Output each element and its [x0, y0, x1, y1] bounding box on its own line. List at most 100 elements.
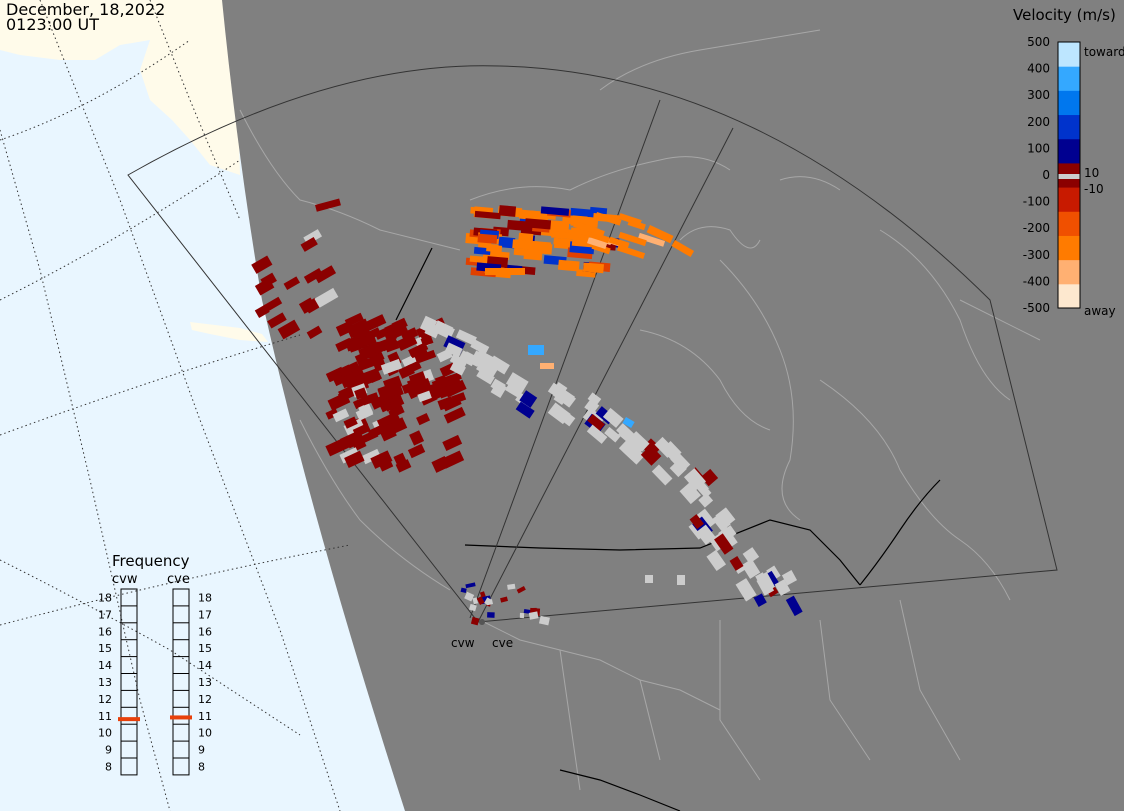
scatter-cell — [474, 210, 501, 220]
scatter-cell — [528, 345, 544, 355]
scatter-cell — [524, 218, 552, 230]
scatter-cell — [355, 405, 374, 421]
frequency-level-label-left: 14 — [98, 659, 112, 672]
scatter-cell — [449, 353, 468, 369]
scatter-cell — [735, 578, 757, 602]
scatter-cell — [714, 533, 734, 555]
frequency-level-label-right: 18 — [198, 591, 212, 604]
radar-label-cve: cve — [492, 636, 513, 650]
scatter-cell — [393, 452, 407, 465]
scatter-cell — [345, 335, 369, 352]
scatter-cell — [437, 382, 460, 399]
scatter-cell — [729, 556, 744, 571]
scatter-cell — [263, 296, 283, 312]
scatter-cell — [571, 236, 594, 248]
scatter-cell — [298, 297, 317, 314]
scatter-cell — [409, 430, 425, 446]
scatter-cell — [618, 231, 647, 247]
frequency-level-label-left: 13 — [98, 676, 112, 689]
scatter-cell — [442, 434, 463, 451]
scatter-cell — [485, 268, 525, 275]
scatter-cell — [671, 240, 695, 258]
scatter-cell — [354, 387, 368, 400]
legend-swatch — [1058, 259, 1080, 285]
scatter-cell — [582, 262, 604, 274]
scatter-cell — [479, 591, 486, 598]
scatter-cell — [498, 205, 517, 217]
scatter-cell — [472, 597, 479, 605]
scatter-cell — [646, 225, 674, 244]
legend-tick-label: 300 — [1027, 88, 1050, 102]
scatter-cell — [586, 424, 608, 444]
legend-color-bar — [1057, 41, 1081, 309]
radar-label-cvw: cvw — [451, 636, 475, 650]
scatter-cell — [602, 407, 624, 428]
scatter-cell — [618, 213, 642, 226]
scatter-cell — [587, 392, 602, 406]
scatter-cell — [706, 549, 727, 572]
scatter-cell — [361, 448, 382, 465]
frequency-level-label-left: 15 — [98, 642, 112, 655]
scatter-cell — [741, 558, 761, 579]
frequency-radar-label-cvw: cvw — [112, 572, 138, 587]
legend-pos-threshold: 10 — [1084, 166, 1099, 180]
legend-swatch — [1058, 235, 1080, 261]
scatter-cell — [553, 237, 573, 250]
scatter-cell — [515, 401, 535, 419]
scatter-cell — [433, 320, 454, 337]
scatter-cell — [551, 230, 570, 240]
scatter-cell — [434, 375, 448, 387]
frequency-level-label-right: 14 — [198, 659, 212, 672]
scatter-cell — [437, 396, 455, 411]
scatter-cell — [344, 312, 364, 327]
scatter-cell — [693, 479, 712, 499]
legend-ticks: 500 400 300 200 100 0 -100 -200 -300 -400 -500 — [1023, 35, 1050, 315]
scatter-cell — [419, 315, 438, 334]
scatter-cell — [451, 392, 467, 404]
legend-swatch — [1058, 42, 1080, 67]
scatter-cell — [507, 583, 516, 590]
scatter-cell — [616, 423, 637, 443]
scatter-cell — [677, 575, 685, 585]
scatter-cell — [587, 413, 605, 431]
frequency-column-frame — [120, 588, 138, 776]
scatter-cell — [300, 236, 318, 252]
scatter-cell — [377, 383, 400, 401]
scatter-cell — [325, 408, 339, 420]
scatter-cell — [464, 591, 475, 602]
frequency-level-label-right: 8 — [198, 760, 205, 773]
scatter-cell — [573, 221, 600, 235]
scatter-cell — [742, 547, 760, 564]
frequency-level-label-right: 12 — [198, 693, 212, 706]
frequency-marker — [118, 717, 140, 722]
scatter-cell — [645, 575, 653, 583]
legend-tick-label: -200 — [1023, 221, 1050, 235]
frequency-level-label-left: 10 — [98, 727, 112, 740]
legend-tick-label: -100 — [1023, 195, 1050, 209]
scatter-cell — [580, 228, 610, 244]
legend-swatch — [1058, 90, 1080, 116]
frequency-level-label-left: 12 — [98, 693, 112, 706]
scatter-cell — [757, 571, 776, 593]
scatter-cell — [465, 582, 476, 589]
scatter-cell — [395, 459, 412, 473]
scatter-cell — [518, 232, 534, 242]
legend-away-label: away — [1084, 304, 1116, 318]
scatter-cell — [540, 206, 570, 216]
legend-tick-label: 500 — [1027, 35, 1050, 49]
scatter-cell — [407, 443, 426, 459]
scatter-cell — [380, 358, 403, 375]
legend-tick-label: -500 — [1023, 301, 1050, 315]
frequency-level-label-left: 17 — [98, 608, 112, 621]
scatter-cell — [444, 342, 463, 358]
scatter-cell — [355, 368, 381, 388]
legend-tick-label: -400 — [1023, 274, 1050, 288]
frequency-level-label-right: 15 — [198, 642, 212, 655]
scatter-cell — [398, 364, 415, 379]
legend-swatch — [1058, 283, 1080, 309]
scatter-cell — [306, 325, 323, 340]
scatter-cell — [443, 406, 466, 424]
frequency-level-label-left: 11 — [98, 710, 112, 723]
date-label: December, 18,2022 — [6, 0, 166, 19]
